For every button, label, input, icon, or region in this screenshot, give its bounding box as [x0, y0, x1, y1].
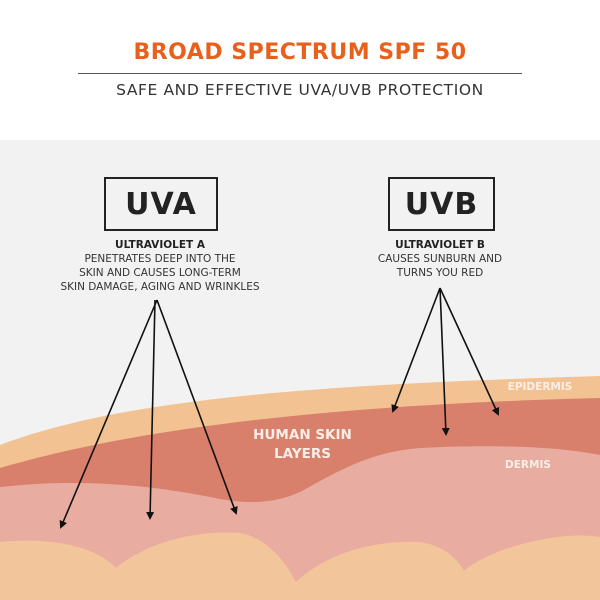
skin-label-line: HUMAN SKIN: [253, 427, 352, 443]
uva-desc-line: SKIN AND CAUSES LONG-TERM: [79, 267, 241, 279]
uvb-name: ULTRAVIOLET B: [395, 239, 485, 251]
uvb-badge: UVB: [388, 177, 495, 231]
uva-badge: UVA: [104, 177, 218, 231]
title-divider: [78, 73, 522, 74]
uva-description: PENETRATES DEEP INTO THE SKIN AND CAUSES…: [30, 252, 290, 294]
uvb-description: CAUSES SUNBURN AND TURNS YOU RED: [340, 252, 540, 280]
uva-arrow-1: [59, 299, 158, 529]
skin-label-line: LAYERS: [274, 446, 331, 462]
uvb-arrow-1: [391, 287, 441, 413]
page-subtitle: SAFE AND EFFECTIVE UVA/UVB PROTECTION: [116, 81, 484, 99]
uvb-arrow-3: [439, 287, 500, 416]
uvb-arrow-2: [439, 287, 450, 436]
epidermis-label: EPIDERMIS: [507, 381, 573, 393]
uva-arrow-2: [146, 299, 156, 520]
uva-arrow-3: [156, 299, 238, 515]
skin-layers-label: HUMAN SKIN LAYERS: [230, 426, 375, 464]
dermis-label: DERMIS: [505, 459, 551, 471]
fat-layer: [0, 532, 600, 600]
uva-desc-line: PENETRATES DEEP INTO THE: [84, 253, 236, 265]
uva-desc-line: SKIN DAMAGE, AGING AND WRINKLES: [60, 281, 260, 293]
uvb-desc-line: CAUSES SUNBURN AND: [377, 253, 503, 265]
uva-name: ULTRAVIOLET A: [115, 239, 205, 251]
page-title: BROAD SPECTRUM SPF 50: [133, 40, 467, 65]
uvb-desc-line: TURNS YOU RED: [396, 267, 484, 279]
